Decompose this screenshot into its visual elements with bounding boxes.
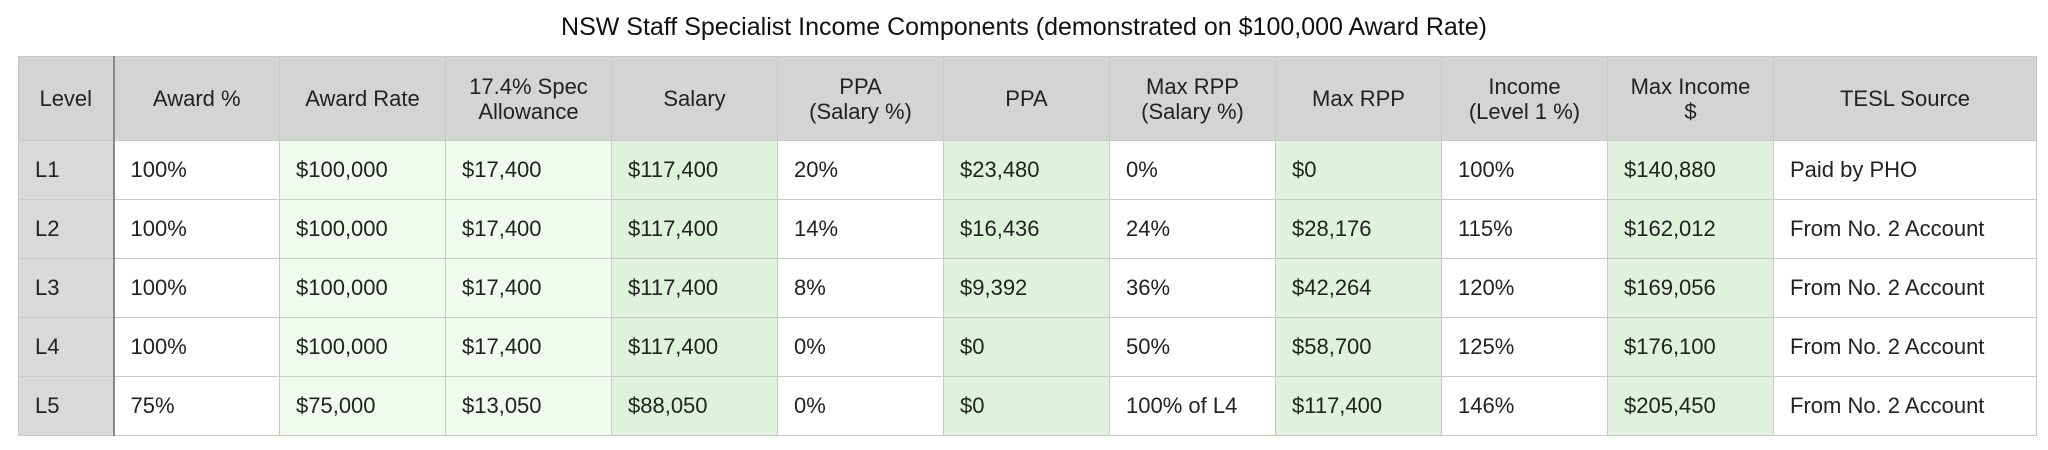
cell-award-percent: 100% [113, 140, 280, 200]
header-label-line2: (Salary %) [809, 98, 912, 124]
table-row: L3 100% $100,000 $17,400 $117,400 8% $9,… [18, 258, 2037, 318]
cell-tesl-source: From No. 2 Account [1773, 376, 2037, 436]
page-title: NSW Staff Specialist Income Components (… [561, 13, 1487, 41]
cell-salary: $117,400 [611, 258, 778, 318]
cell-max-rpp: $28,176 [1275, 199, 1442, 259]
cell-income-percent: 146% [1441, 376, 1608, 436]
cell-award-percent: 100% [113, 199, 280, 259]
cell-max-rpp: $58,700 [1275, 317, 1442, 377]
income-components-table: Level Award % Award Rate 17.4% Spec Allo… [18, 56, 2037, 436]
cell-max-income: $176,100 [1607, 317, 1774, 377]
cell-max-income: $140,880 [1607, 140, 1774, 200]
header-label-line2: Allowance [478, 98, 579, 124]
header-ppa-salary-percent: PPA (Salary %) [777, 56, 944, 141]
cell-income-percent: 115% [1441, 199, 1608, 259]
cell-award-rate: $100,000 [279, 317, 446, 377]
table-row: L5 75% $75,000 $13,050 $88,050 0% $0 100… [18, 376, 2037, 436]
table-row: L1 100% $100,000 $17,400 $117,400 20% $2… [18, 140, 2037, 200]
cell-spec-allowance: $17,400 [445, 199, 612, 259]
header-label: Max RPP [1312, 86, 1405, 111]
header-max-income: Max Income $ [1607, 56, 1774, 141]
cell-max-income: $162,012 [1607, 199, 1774, 259]
table-row: L2 100% $100,000 $17,400 $117,400 14% $1… [18, 199, 2037, 259]
header-row: Level Award % Award Rate 17.4% Spec Allo… [18, 56, 2037, 141]
cell-award-percent: 75% [113, 376, 280, 436]
header-max-rpp: Max RPP [1275, 56, 1442, 141]
cell-level: L3 [18, 258, 115, 318]
header-label: Income [1488, 73, 1561, 99]
cell-salary: $88,050 [611, 376, 778, 436]
header-label: Level [39, 86, 93, 111]
header-income-level1-percent: Income (Level 1 %) [1441, 56, 1608, 141]
header-tesl-source: TESL Source [1773, 56, 2037, 141]
cell-salary: $117,400 [611, 140, 778, 200]
cell-level: L5 [18, 376, 115, 436]
cell-ppa: $16,436 [943, 199, 1110, 259]
cell-ppa: $9,392 [943, 258, 1110, 318]
table-row: L4 100% $100,000 $17,400 $117,400 0% $0 … [18, 317, 2037, 377]
cell-max-rpp: $0 [1275, 140, 1442, 200]
header-ppa: PPA [943, 56, 1110, 141]
cell-max-rpp-percent: 100% of L4 [1109, 376, 1276, 436]
cell-income-percent: 120% [1441, 258, 1608, 318]
header-label: Award % [152, 86, 241, 111]
cell-ppa-percent: 14% [777, 199, 944, 259]
cell-award-rate: $100,000 [279, 199, 446, 259]
header-spec-allowance: 17.4% Spec Allowance [445, 56, 612, 141]
header-label: TESL Source [1839, 86, 1971, 111]
header-award-percent: Award % [113, 56, 280, 141]
header-label: Max Income [1630, 73, 1751, 99]
table-body: L1 100% $100,000 $17,400 $117,400 20% $2… [18, 140, 2037, 436]
cell-max-rpp-percent: 50% [1109, 317, 1276, 377]
cell-spec-allowance: $17,400 [445, 258, 612, 318]
cell-max-rpp-percent: 36% [1109, 258, 1276, 318]
cell-max-income: $205,450 [1607, 376, 1774, 436]
cell-salary: $117,400 [611, 317, 778, 377]
header-label-line2: $ [1684, 98, 1697, 124]
cell-ppa-percent: 20% [777, 140, 944, 200]
header-label-line2: (Level 1 %) [1468, 98, 1581, 124]
cell-income-percent: 125% [1441, 317, 1608, 377]
cell-level: L1 [18, 140, 115, 200]
cell-tesl-source: From No. 2 Account [1773, 258, 2037, 318]
cell-award-rate: $100,000 [279, 140, 446, 200]
header-label: 17.4% Spec [469, 73, 588, 99]
header-max-rpp-salary-percent: Max RPP (Salary %) [1109, 56, 1276, 141]
cell-award-percent: 100% [113, 317, 280, 377]
cell-level: L4 [18, 317, 115, 377]
cell-tesl-source: From No. 2 Account [1773, 317, 2037, 377]
header-label: PPA [839, 73, 882, 99]
cell-salary: $117,400 [611, 199, 778, 259]
header-salary: Salary [611, 56, 778, 141]
cell-award-rate: $75,000 [279, 376, 446, 436]
cell-spec-allowance: $13,050 [445, 376, 612, 436]
header-level: Level [18, 56, 115, 141]
header-award-rate: Award Rate [279, 56, 446, 141]
header-label: Salary [663, 86, 726, 111]
cell-ppa-percent: 0% [777, 317, 944, 377]
cell-income-percent: 100% [1441, 140, 1608, 200]
cell-ppa: $0 [943, 317, 1110, 377]
cell-tesl-source: Paid by PHO [1773, 140, 2037, 200]
cell-ppa: $23,480 [943, 140, 1110, 200]
cell-ppa-percent: 0% [777, 376, 944, 436]
cell-max-rpp-percent: 24% [1109, 199, 1276, 259]
header-label-line2: (Salary %) [1141, 98, 1244, 124]
cell-level: L2 [18, 199, 115, 259]
cell-spec-allowance: $17,400 [445, 317, 612, 377]
cell-tesl-source: From No. 2 Account [1773, 199, 2037, 259]
header-label: Award Rate [305, 86, 420, 111]
cell-max-rpp-percent: 0% [1109, 140, 1276, 200]
cell-award-rate: $100,000 [279, 258, 446, 318]
cell-max-income: $169,056 [1607, 258, 1774, 318]
cell-ppa: $0 [943, 376, 1110, 436]
cell-max-rpp: $117,400 [1275, 376, 1442, 436]
table-header: Level Award % Award Rate 17.4% Spec Allo… [18, 56, 2037, 141]
header-label: Max RPP [1146, 73, 1239, 99]
cell-spec-allowance: $17,400 [445, 140, 612, 200]
cell-ppa-percent: 8% [777, 258, 944, 318]
header-label: PPA [1005, 86, 1048, 111]
cell-max-rpp: $42,264 [1275, 258, 1442, 318]
cell-award-percent: 100% [113, 258, 280, 318]
